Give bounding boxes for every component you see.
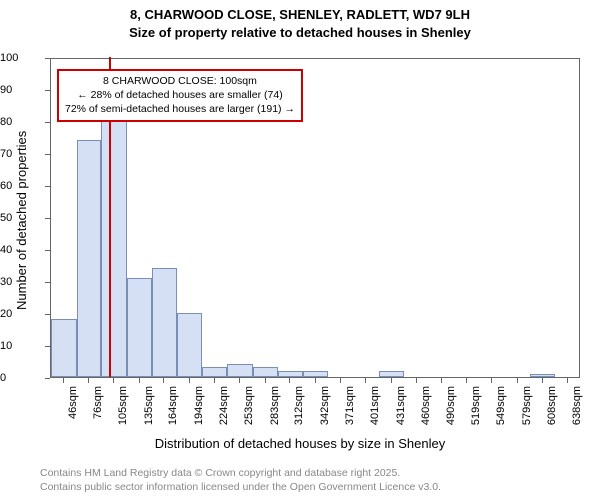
y-tick-label: 80 — [0, 116, 42, 128]
histogram-bar — [227, 364, 253, 377]
x-tick-label: 431sqm — [395, 386, 407, 434]
histogram-bar — [177, 313, 202, 377]
x-tick-mark — [113, 378, 114, 383]
histogram-bar — [51, 319, 77, 377]
x-tick-mark — [517, 378, 518, 383]
histogram-bar — [278, 371, 304, 377]
y-tick-mark — [45, 122, 50, 123]
y-tick-label: 90 — [0, 84, 42, 96]
histogram-bar — [77, 140, 102, 377]
x-tick-label: 519sqm — [470, 386, 482, 434]
x-tick-label: 164sqm — [167, 386, 179, 434]
x-tick-mark — [340, 378, 341, 383]
y-tick-label: 100 — [0, 52, 42, 64]
histogram-bar — [202, 367, 228, 377]
histogram-bar — [152, 268, 178, 377]
chart-title-line2: Size of property relative to detached ho… — [0, 24, 600, 42]
x-tick-mark — [289, 378, 290, 383]
x-tick-mark — [542, 378, 543, 383]
x-tick-label: 253sqm — [243, 386, 255, 434]
x-tick-mark — [139, 378, 140, 383]
y-tick-mark — [45, 186, 50, 187]
histogram-plot: 8 CHARWOOD CLOSE: 100sqm← 28% of detache… — [50, 58, 580, 378]
y-tick-label: 30 — [0, 276, 42, 288]
x-tick-label: 460sqm — [420, 386, 432, 434]
y-tick-label: 50 — [0, 212, 42, 224]
x-tick-label: 46sqm — [67, 386, 79, 434]
x-tick-label: 105sqm — [117, 386, 129, 434]
y-tick-mark — [45, 218, 50, 219]
histogram-bar — [303, 371, 328, 377]
x-tick-mark — [88, 378, 89, 383]
annotation-line: ← 28% of detached houses are smaller (74… — [65, 88, 295, 102]
histogram-bar — [127, 278, 152, 377]
y-tick-mark — [45, 314, 50, 315]
footer-line2: Contains public sector information licen… — [40, 480, 441, 494]
annotation-line: 8 CHARWOOD CLOSE: 100sqm — [65, 74, 295, 88]
x-axis-title: Distribution of detached houses by size … — [0, 436, 600, 451]
x-tick-label: 549sqm — [495, 386, 507, 434]
footer-line1: Contains HM Land Registry data © Crown c… — [40, 466, 441, 480]
x-tick-mark — [214, 378, 215, 383]
chart-title-block: 8, CHARWOOD CLOSE, SHENLEY, RADLETT, WD7… — [0, 0, 600, 41]
x-tick-mark — [239, 378, 240, 383]
y-tick-mark — [45, 154, 50, 155]
x-tick-mark — [365, 378, 366, 383]
x-tick-label: 638sqm — [571, 386, 583, 434]
x-tick-label: 194sqm — [193, 386, 205, 434]
y-tick-label: 20 — [0, 308, 42, 320]
histogram-bar — [253, 367, 278, 377]
x-tick-mark — [391, 378, 392, 383]
x-tick-mark — [567, 378, 568, 383]
x-tick-label: 579sqm — [521, 386, 533, 434]
footer-attribution: Contains HM Land Registry data © Crown c… — [40, 466, 441, 494]
x-tick-mark — [189, 378, 190, 383]
y-tick-label: 60 — [0, 180, 42, 192]
x-tick-mark — [441, 378, 442, 383]
x-tick-label: 490sqm — [445, 386, 457, 434]
x-tick-mark — [265, 378, 266, 383]
y-tick-label: 40 — [0, 244, 42, 256]
x-tick-label: 608sqm — [546, 386, 558, 434]
x-tick-mark — [466, 378, 467, 383]
y-tick-label: 0 — [0, 372, 42, 384]
histogram-bar — [530, 374, 556, 377]
y-tick-label: 70 — [0, 148, 42, 160]
y-tick-mark — [45, 378, 50, 379]
y-tick-mark — [45, 250, 50, 251]
x-tick-mark — [163, 378, 164, 383]
y-tick-mark — [45, 346, 50, 347]
x-tick-mark — [416, 378, 417, 383]
y-tick-label: 10 — [0, 340, 42, 352]
histogram-bar — [101, 115, 127, 377]
x-tick-label: 401sqm — [369, 386, 381, 434]
x-tick-label: 342sqm — [319, 386, 331, 434]
histogram-bar — [379, 371, 404, 377]
x-tick-label: 371sqm — [344, 386, 356, 434]
chart-title-line1: 8, CHARWOOD CLOSE, SHENLEY, RADLETT, WD7… — [0, 6, 600, 24]
annotation-box: 8 CHARWOOD CLOSE: 100sqm← 28% of detache… — [57, 69, 303, 122]
x-tick-label: 135sqm — [143, 386, 155, 434]
x-tick-label: 224sqm — [218, 386, 230, 434]
y-tick-mark — [45, 90, 50, 91]
x-tick-mark — [315, 378, 316, 383]
annotation-line: 72% of semi-detached houses are larger (… — [65, 102, 295, 116]
y-tick-mark — [45, 58, 50, 59]
x-tick-label: 312sqm — [293, 386, 305, 434]
x-tick-label: 76sqm — [92, 386, 104, 434]
x-tick-mark — [63, 378, 64, 383]
x-tick-mark — [491, 378, 492, 383]
x-tick-label: 283sqm — [269, 386, 281, 434]
y-tick-mark — [45, 282, 50, 283]
